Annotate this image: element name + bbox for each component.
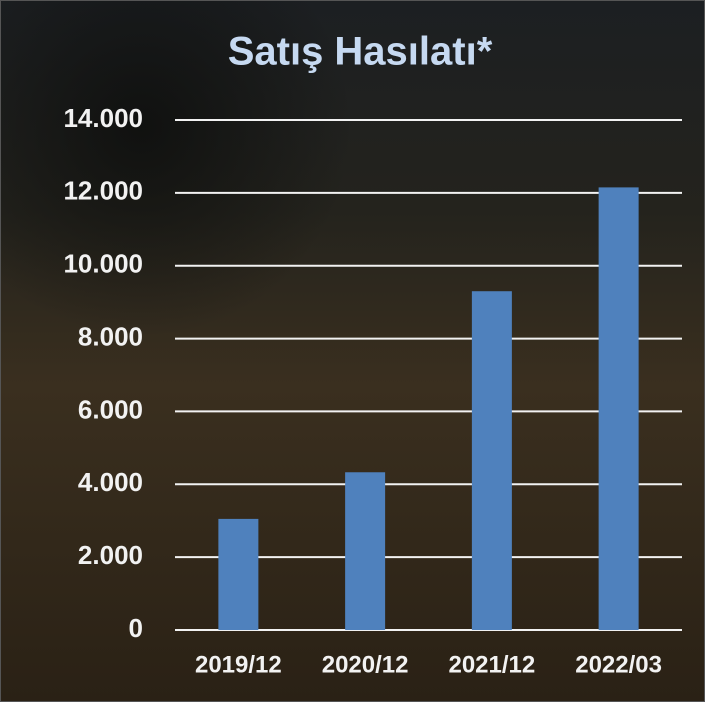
chart-title: Satış Hasılatı*: [228, 30, 493, 74]
y-tick-label: 8.000: [78, 321, 143, 351]
bar: [472, 291, 512, 630]
y-tick-label: 0: [129, 613, 143, 643]
y-tick-label: 12.000: [63, 176, 143, 206]
chart: Satış Hasılatı* 0 2.000 4.000 6.000 8.000 10.…: [0, 0, 705, 702]
x-tick-label: 2021/12: [448, 651, 535, 678]
bar: [218, 519, 258, 630]
page: Satış Hasılatı* 0 2.000 4.000 6.000 8.000 10.…: [0, 0, 705, 702]
y-tick-label: 4.000: [78, 467, 143, 497]
bar: [599, 187, 639, 630]
y-tick-label: 6.000: [78, 394, 143, 424]
x-tick-label: 2022/03: [575, 651, 662, 678]
y-tick-label: 10.000: [63, 249, 143, 279]
bar: [345, 472, 385, 630]
x-tick-label: 2020/12: [322, 651, 409, 678]
x-tick-label: 2019/12: [195, 651, 282, 678]
y-tick-label: 14.000: [63, 103, 143, 133]
y-tick-label: 2.000: [78, 540, 143, 570]
